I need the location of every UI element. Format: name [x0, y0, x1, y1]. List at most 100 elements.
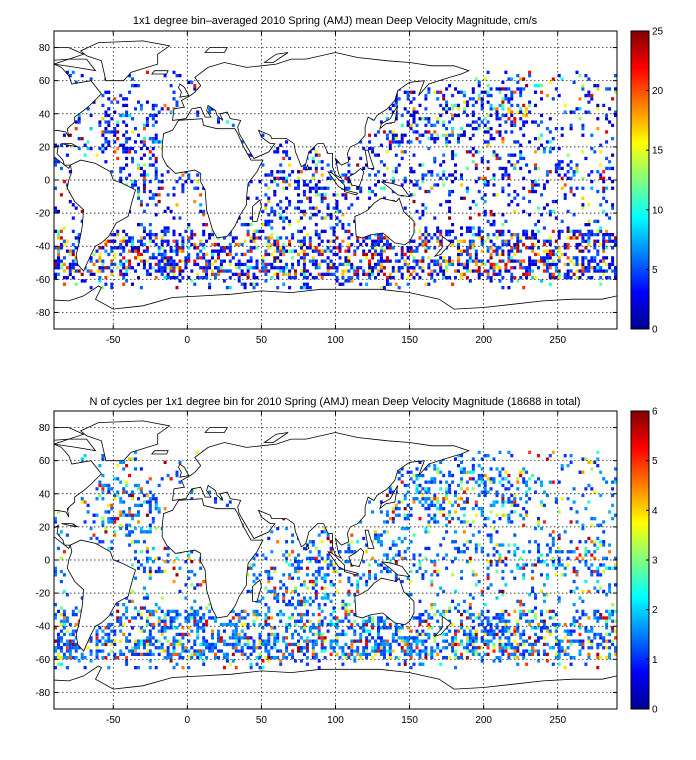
data-cell: [409, 180, 413, 184]
data-cell: [560, 252, 564, 257]
data-cell: [605, 616, 609, 620]
data-cell: [584, 579, 588, 584]
data-cell: [572, 566, 576, 570]
data-cell: [596, 656, 600, 660]
data-cell: [154, 276, 158, 280]
data-cell: [249, 566, 253, 570]
data-cell: [537, 166, 540, 171]
data-cell: [246, 266, 250, 270]
data-cell: [430, 606, 434, 610]
data-cell: [178, 176, 182, 180]
data-cell: [353, 632, 357, 637]
data-cell: [548, 80, 552, 84]
data-cell: [388, 140, 392, 144]
data-cell: [507, 619, 511, 623]
data-cell: [62, 256, 66, 260]
data-cell: [397, 636, 401, 640]
data-cell: [341, 272, 345, 276]
data-cell: [222, 642, 226, 647]
data-cell: [338, 573, 342, 577]
data-cell: [314, 266, 318, 270]
data-cell: [231, 659, 235, 663]
data-cell: [605, 117, 609, 121]
data-cell: [320, 596, 324, 600]
data-cell: [513, 646, 517, 650]
data-cell: [584, 156, 588, 161]
data-cell: [495, 156, 499, 161]
data-cell: [427, 117, 431, 121]
data-cell: [59, 629, 63, 633]
data-cell: [445, 646, 449, 650]
data-cell: [338, 256, 342, 260]
data-cell: [471, 242, 475, 247]
data-cell: [193, 246, 197, 250]
data-cell: [427, 262, 431, 267]
data-cell: [288, 642, 292, 647]
data-cell: [285, 636, 289, 640]
data-cell: [219, 246, 223, 250]
data-cell: [163, 619, 167, 623]
data-cell: [471, 97, 475, 101]
data-cell: [323, 272, 327, 276]
data-cell: [169, 659, 173, 663]
data-cell: [548, 262, 552, 267]
data-cell: [172, 560, 176, 564]
data-cell: [74, 259, 78, 263]
data-cell: [368, 259, 372, 263]
data-cell: [145, 70, 149, 74]
data-cell: [436, 262, 440, 267]
data-cell: [551, 77, 555, 81]
colorbar-tick-label: 5: [652, 265, 658, 276]
data-cell: [385, 239, 389, 243]
data-cell: [320, 636, 324, 640]
data-cell: [110, 629, 114, 633]
data-cell: [534, 642, 537, 647]
data-cell: [314, 170, 318, 174]
data-cell: [359, 282, 363, 286]
data-cell: [542, 239, 546, 243]
data-cell: [335, 203, 339, 207]
data-cell: [335, 622, 339, 627]
data-cell: [231, 622, 235, 627]
data-cell: [122, 103, 126, 108]
data-cell: [222, 246, 226, 250]
data-cell: [590, 259, 594, 263]
data-cell: [270, 219, 274, 223]
data-cell: [516, 259, 520, 263]
data-cell: [504, 619, 508, 623]
data-cell: [175, 573, 179, 577]
data-cell: [291, 649, 295, 653]
data-cell: [492, 262, 496, 267]
data-cell: [427, 636, 431, 640]
data-cell: [430, 626, 434, 630]
data-cell: [415, 636, 419, 640]
data-cell: [240, 622, 244, 627]
data-cell: [154, 236, 158, 240]
data-cell: [427, 616, 431, 620]
data-cell: [323, 216, 327, 220]
data-cell: [468, 613, 472, 617]
data-cell: [347, 242, 351, 247]
data-cell: [510, 272, 514, 276]
data-cell: [101, 259, 105, 263]
data-cell: [403, 252, 407, 257]
data-cell: [397, 266, 401, 270]
data-cell: [246, 229, 250, 233]
data-cell: [581, 239, 585, 243]
data-cell: [471, 87, 475, 91]
data-cell: [510, 642, 514, 647]
data-cell: [294, 642, 297, 647]
data-cell: [519, 266, 523, 270]
y-tick-label: 40: [39, 109, 51, 120]
data-cell: [347, 613, 351, 617]
data-cell: [460, 176, 463, 180]
data-cell: [460, 183, 463, 187]
landmass: [54, 47, 85, 61]
data-cell: [154, 140, 158, 144]
data-cell: [320, 166, 324, 171]
data-cell: [611, 246, 615, 250]
data-cell: [142, 242, 146, 247]
data-cell: [131, 117, 134, 121]
data-cell: [516, 629, 520, 633]
data-cell: [614, 266, 617, 270]
